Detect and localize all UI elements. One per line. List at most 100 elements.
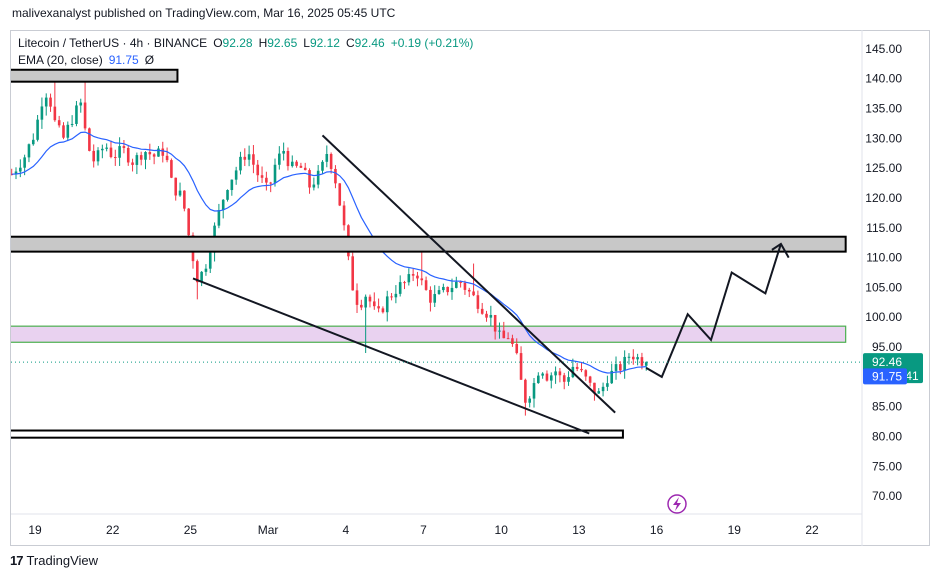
resistance-box-mid <box>11 235 847 253</box>
tradingview-logo-icon: 17 <box>10 553 24 568</box>
x-tick-label: 7 <box>420 523 427 537</box>
candle-body <box>455 281 458 288</box>
x-tick-label: 10 <box>495 523 509 537</box>
candle-body <box>139 155 143 160</box>
y-tick-label: 115.00 <box>866 221 902 235</box>
candle-body <box>433 294 437 303</box>
lightning-event-icon[interactable] <box>667 494 687 514</box>
projection-arrowhead <box>771 242 790 259</box>
candle <box>92 144 96 168</box>
candle-body <box>144 152 147 160</box>
candle-body <box>424 280 428 290</box>
candle <box>308 168 311 194</box>
candle-body <box>286 150 290 167</box>
symbol-row: Litecoin / TetherUS · 4h · BINANCE O92.2… <box>18 34 473 51</box>
candle-body <box>290 161 294 167</box>
candle-body <box>558 371 562 376</box>
candle-body <box>610 370 614 384</box>
candle <box>614 356 618 380</box>
candle <box>157 146 160 157</box>
candle-body <box>282 150 285 154</box>
candle-body <box>385 296 389 313</box>
x-tick-label: 19 <box>728 523 742 537</box>
ema-row: EMA (20, close) 91.75 Ø <box>18 51 473 68</box>
candle-body <box>101 148 104 151</box>
candle <box>256 159 260 182</box>
candle-body <box>92 150 96 162</box>
candle-body <box>321 161 324 171</box>
x-tick-label: 22 <box>805 523 819 537</box>
ema-label[interactable]: EMA (20, close) <box>18 52 103 67</box>
candle <box>644 361 648 371</box>
candle-body <box>485 313 488 318</box>
candle <box>562 372 566 390</box>
candle <box>575 362 579 372</box>
candle <box>139 151 143 166</box>
candle-body <box>619 364 622 371</box>
candle <box>295 160 298 168</box>
candle <box>407 268 411 286</box>
candle <box>528 396 531 408</box>
candle <box>360 299 363 311</box>
candle-body <box>113 157 117 159</box>
ema-line <box>11 131 647 374</box>
candle-body <box>562 375 566 382</box>
candle-body <box>299 165 303 168</box>
candle-body <box>541 373 544 376</box>
candle-body <box>338 183 342 206</box>
candle-body <box>614 364 618 371</box>
candle-body <box>62 125 65 138</box>
candle <box>161 141 165 163</box>
candle-body <box>96 150 100 162</box>
candle-body <box>442 286 445 291</box>
candle <box>627 353 631 365</box>
candle-body <box>640 357 644 366</box>
plot-area <box>11 68 862 439</box>
tradingview-brand[interactable]: 17 TradingView <box>10 553 98 568</box>
candle <box>394 285 398 304</box>
candle-body <box>36 119 39 140</box>
candle <box>260 166 264 183</box>
candle-body <box>467 289 471 292</box>
candle-body <box>360 304 363 308</box>
candle <box>580 362 583 373</box>
candle-body <box>239 156 242 171</box>
candle-body <box>498 330 501 332</box>
candle-body <box>49 97 52 107</box>
visibility-icon[interactable]: Ø <box>144 52 155 67</box>
candle <box>70 115 74 128</box>
candle-body <box>187 208 190 236</box>
candle <box>88 127 91 152</box>
candle <box>230 179 234 196</box>
candle-body <box>420 278 424 281</box>
candle <box>541 372 544 379</box>
candle <box>316 165 320 189</box>
candle <box>31 133 35 146</box>
candle <box>584 369 588 381</box>
candle <box>329 152 333 174</box>
candle <box>502 321 506 339</box>
ohlc-open: O92.28 <box>213 35 253 50</box>
candle <box>49 93 52 112</box>
candle <box>269 181 272 193</box>
candle <box>588 375 592 387</box>
candle-body <box>351 256 355 291</box>
candle-body <box>368 296 372 302</box>
candle-body <box>243 156 247 160</box>
candle-body <box>79 102 83 106</box>
x-tick-label: 25 <box>184 523 198 537</box>
ema-badge-bg <box>863 368 907 385</box>
candle-body <box>631 356 635 360</box>
candle-body <box>580 368 583 371</box>
candle <box>303 162 307 171</box>
candle <box>187 208 190 239</box>
candle <box>493 314 497 340</box>
candle-body <box>174 177 178 196</box>
candle-body <box>118 146 121 158</box>
symbol-title[interactable]: Litecoin / TetherUS · 4h · BINANCE <box>18 35 208 50</box>
candle-body <box>27 144 31 158</box>
candle <box>200 271 203 287</box>
candle <box>416 271 419 287</box>
candle-body <box>593 382 596 394</box>
